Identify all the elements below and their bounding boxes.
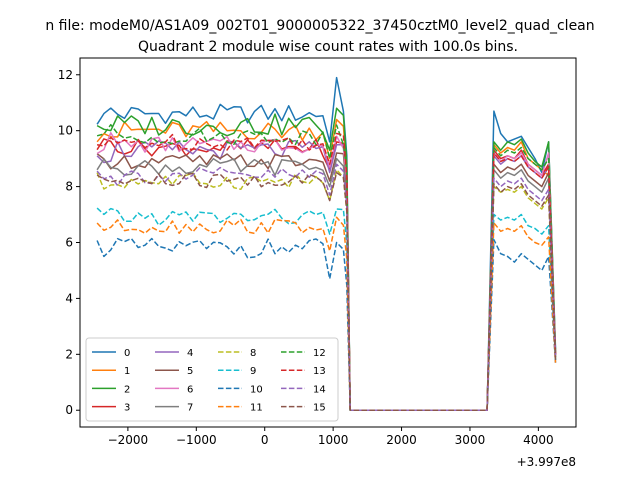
legend-label: 14 [313,384,326,395]
x-tick-label: 0 [261,433,269,447]
legend-label: 1 [124,366,130,377]
legend-label: 15 [313,403,326,414]
figure-suptitle: n file: modeM0/AS1A09_002T01_9000005322_… [45,18,594,34]
y-tick-label: 10 [58,124,73,138]
series-line-7 [96,157,557,411]
series-line-1 [96,118,557,411]
legend-label: 8 [250,348,256,359]
series-line-2 [96,107,557,411]
x-tick-label: 1000 [318,433,349,447]
legend-label: 11 [250,403,263,414]
legend-label: 6 [187,384,193,395]
legend-label: 4 [187,348,193,359]
series-line-13 [96,132,557,411]
legend-label: 3 [124,403,130,414]
chart-title: Quadrant 2 module wise count rates with … [138,39,518,55]
x-tick-label: 4000 [523,433,554,447]
series-line-10 [96,237,557,411]
x-tick-label: 2000 [386,433,417,447]
legend-label: 5 [187,366,193,377]
series-line-12 [96,123,557,411]
series-line-5 [96,152,557,411]
series-line-9 [96,207,557,411]
y-axis: 0 2 4 6 8 10 12 [58,68,80,417]
legend-label: 12 [313,348,326,359]
x-offset-text: +3.997e8 [517,455,576,469]
x-tick-label: 3000 [455,433,486,447]
legend-label: 7 [187,403,193,414]
y-tick-label: 8 [65,180,73,194]
y-tick-label: 12 [58,68,73,82]
y-tick-label: 0 [65,403,73,417]
x-tick-label: −1000 [176,433,217,447]
legend-box [85,337,339,422]
legend-label: 9 [250,366,256,377]
x-axis: −2000 −1000 0 1000 2000 3000 4000 [108,427,554,447]
legend-label: 2 [124,384,130,395]
x-tick-label: −2000 [108,433,149,447]
y-tick-label: 2 [65,347,73,361]
plot-area [96,76,557,411]
series-line-14 [96,163,557,411]
legend-label: 10 [250,384,263,395]
y-tick-label: 6 [65,236,73,250]
series-line-6 [96,132,557,411]
series-line-11 [96,216,557,411]
legend-label: 13 [313,366,326,377]
series-line-0 [96,76,557,411]
y-tick-label: 4 [65,291,73,305]
series-line-4 [96,139,557,411]
series-line-3 [96,138,557,411]
legend-label: 0 [124,348,130,359]
